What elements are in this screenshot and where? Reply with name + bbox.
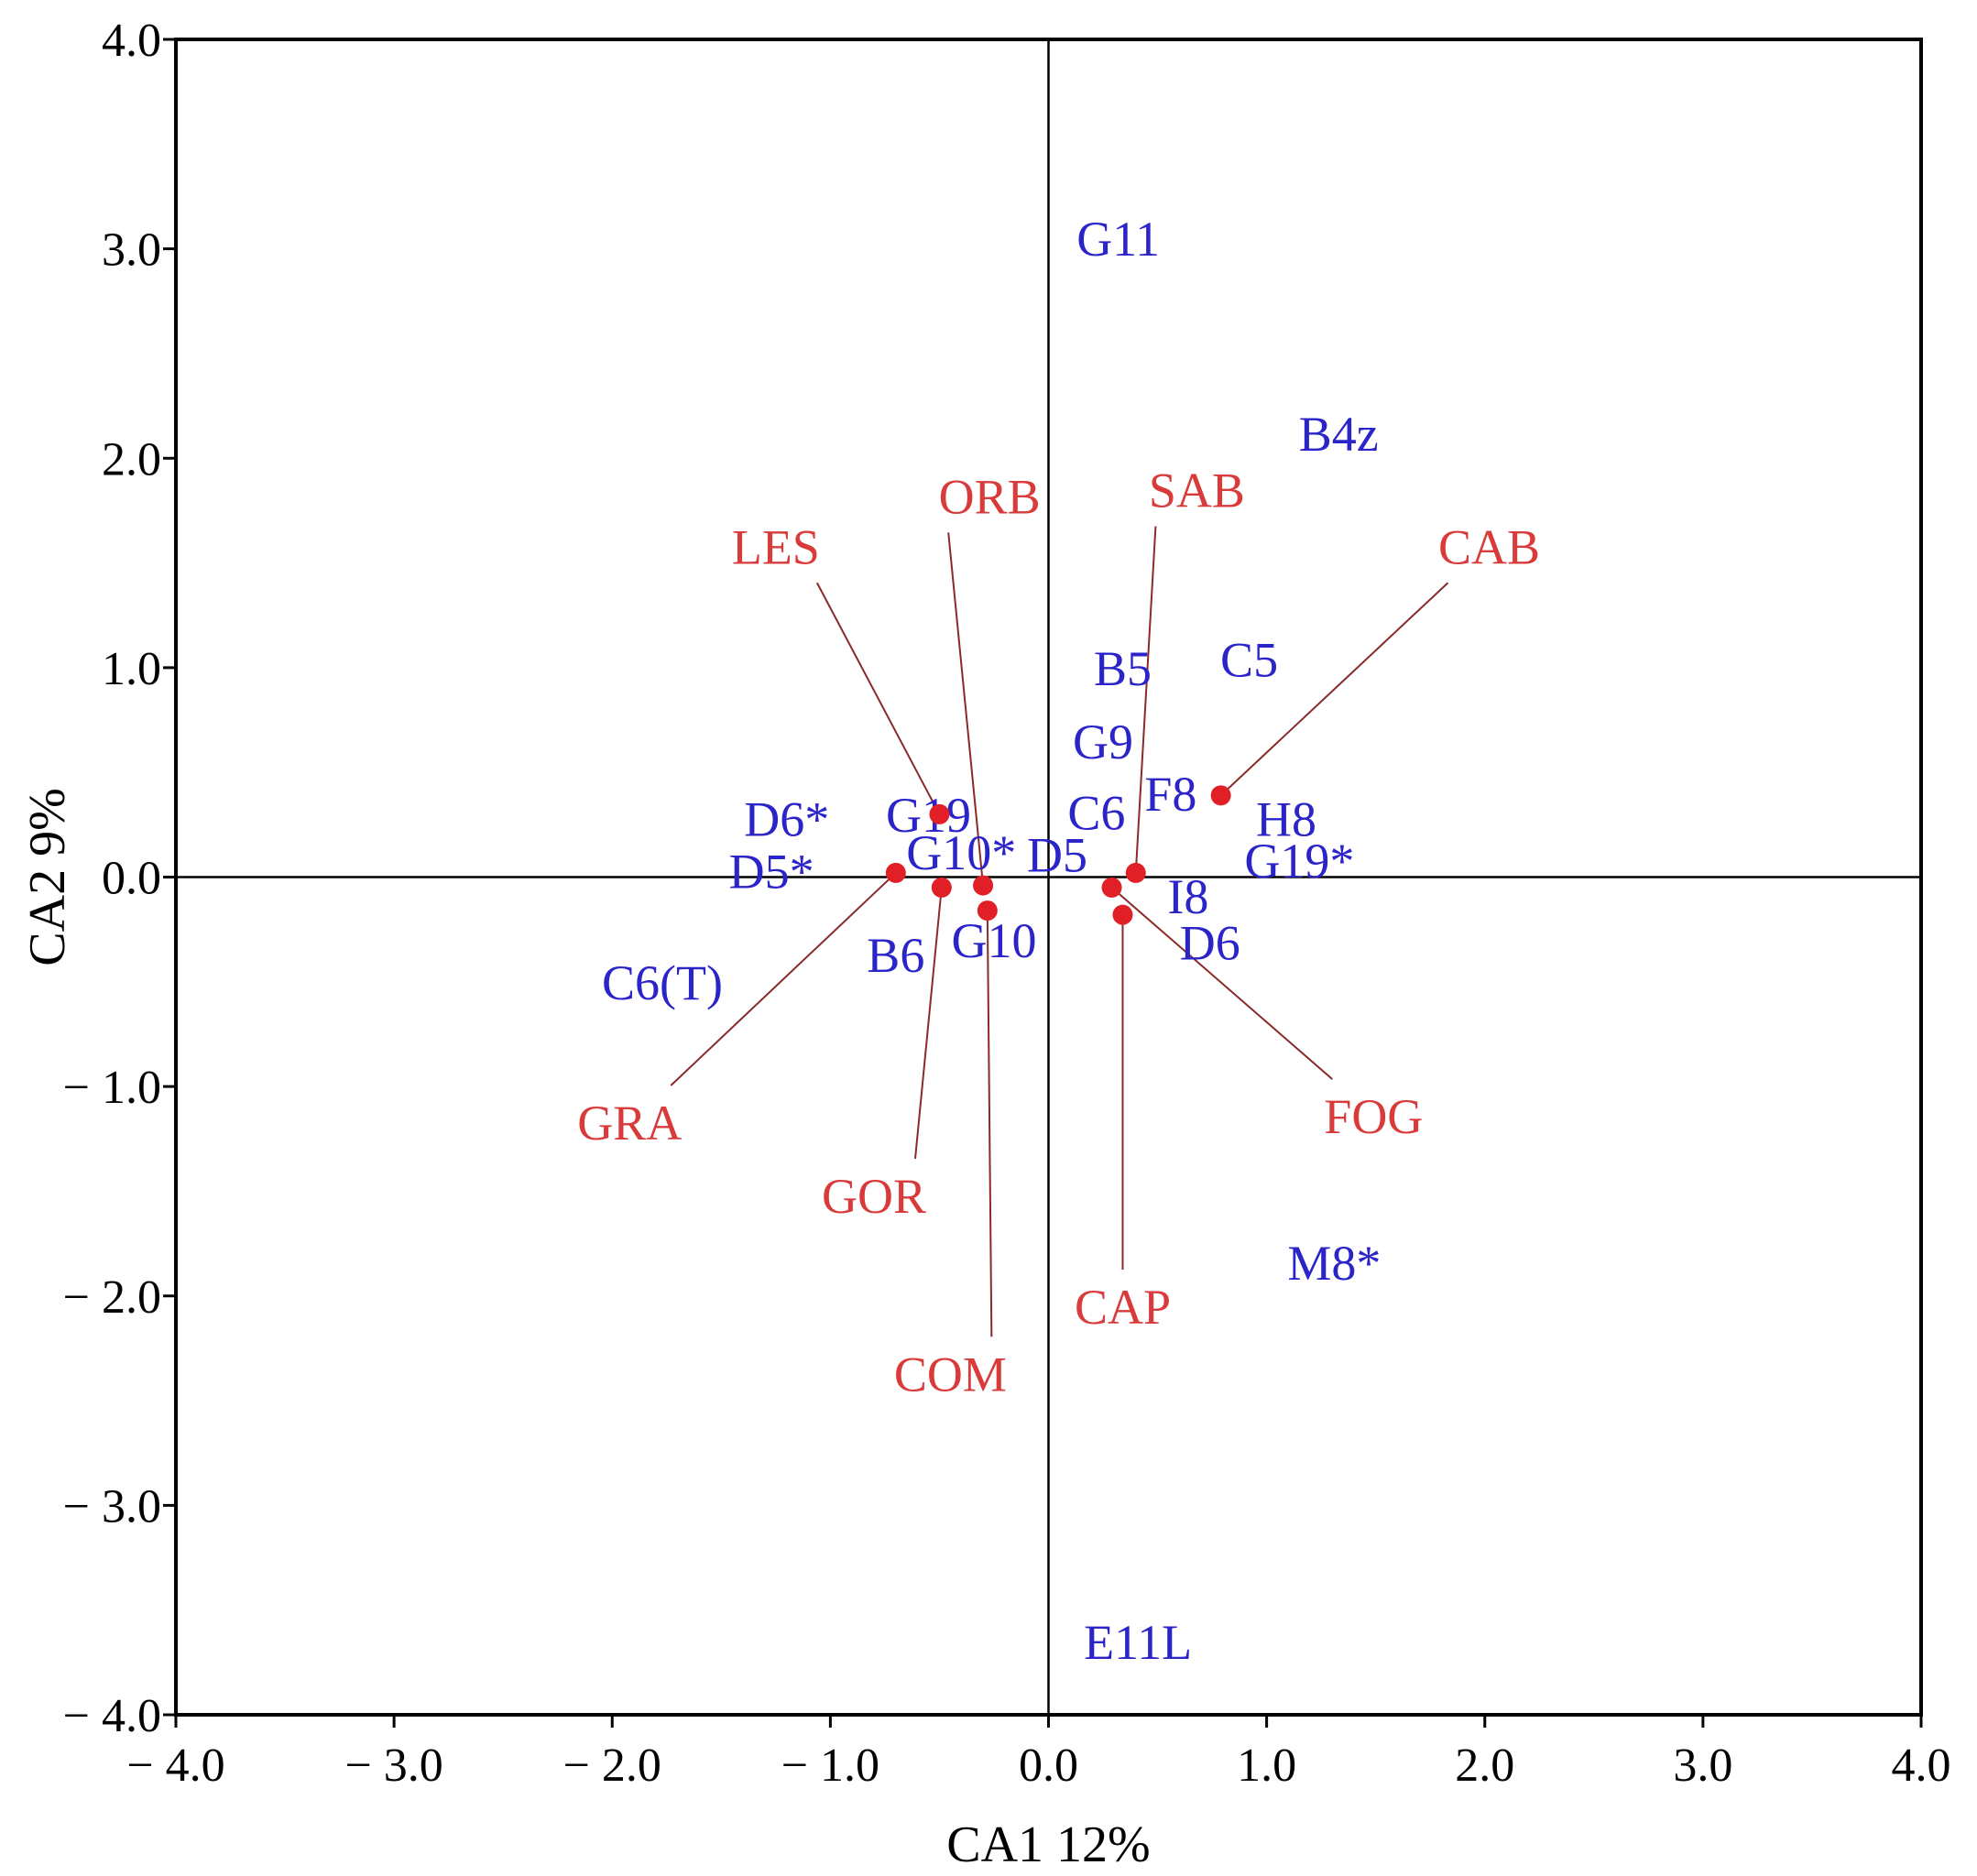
species-point: [973, 875, 994, 896]
site-label: D6*: [744, 791, 829, 846]
species-leader-line: [670, 872, 897, 1086]
species-leader-line: [914, 887, 943, 1160]
species-leader-line: [947, 532, 985, 886]
y-tick-label: − 2.0: [63, 1271, 161, 1324]
species-label: CAB: [1438, 519, 1540, 574]
species-labels: LES ORB SAB CAB GRA GOR COM CAP FOG: [577, 464, 1540, 1402]
species-label: ORB: [939, 469, 1041, 524]
species-leader-line: [815, 582, 941, 815]
site-label: G19*: [1244, 834, 1354, 889]
x-axis-title: CA1 12%: [946, 1816, 1150, 1873]
y-tick-label: 3.0: [102, 224, 161, 277]
y-axis-ticks: − 4.0 − 3.0 − 2.0 − 1.0 0.0 1.0 2.0 3.0 4.0: [63, 15, 176, 1742]
site-label: H8: [1256, 791, 1316, 846]
species-point: [929, 803, 950, 824]
site-label: B6: [867, 928, 924, 983]
x-tick-label: 3.0: [1673, 1740, 1732, 1792]
site-label: D5*: [729, 845, 814, 900]
species-leader-line: [1110, 887, 1333, 1080]
species-label: COM: [894, 1347, 1007, 1402]
x-tick-label: 1.0: [1237, 1740, 1296, 1792]
species-points: [885, 785, 1231, 925]
site-label: C5: [1220, 633, 1278, 688]
site-label: D5: [1027, 827, 1087, 882]
species-leader-line: [1134, 526, 1157, 873]
x-tick-label: − 4.0: [126, 1740, 224, 1792]
species-leader-lines: [670, 526, 1449, 1337]
y-tick-label: 4.0: [102, 15, 161, 67]
species-point: [931, 877, 952, 898]
site-label: G11: [1076, 212, 1160, 267]
site-label: B5: [1094, 641, 1152, 696]
y-tick-label: − 3.0: [63, 1480, 161, 1532]
y-tick-label: − 4.0: [63, 1690, 161, 1742]
species-label: GRA: [577, 1096, 682, 1151]
species-label: CAP: [1075, 1280, 1171, 1335]
species-label: SAB: [1149, 464, 1245, 518]
x-axis-ticks: − 4.0 − 3.0 − 2.0 − 1.0 0.0 1.0 2.0 3.0 4.0: [126, 1715, 1951, 1792]
x-tick-label: 0.0: [1019, 1740, 1078, 1792]
x-tick-label: − 2.0: [563, 1740, 661, 1792]
species-leader-line: [1219, 582, 1449, 797]
species-label: FOG: [1324, 1089, 1423, 1144]
site-label: M8*: [1287, 1236, 1381, 1291]
y-tick-label: 0.0: [102, 853, 161, 905]
species-point: [1125, 862, 1146, 883]
species-point: [1112, 904, 1133, 925]
site-label: E11L: [1084, 1615, 1192, 1670]
species-label: LES: [732, 519, 820, 574]
x-tick-label: − 1.0: [781, 1740, 879, 1792]
species-leader-line: [986, 911, 993, 1337]
site-label: G19: [886, 788, 971, 843]
site-label: B4z: [1299, 407, 1379, 462]
site-label: G10: [951, 913, 1036, 968]
site-label: C6(T): [602, 955, 723, 1010]
site-label: C6: [1067, 786, 1125, 841]
x-tick-label: − 3.0: [344, 1740, 442, 1792]
species-point: [1210, 785, 1231, 806]
species-point: [1101, 877, 1122, 898]
x-tick-label: 4.0: [1892, 1740, 1951, 1792]
site-label: F8: [1144, 767, 1196, 822]
species-point: [885, 862, 906, 883]
site-label: G10*: [906, 825, 1016, 880]
site-label: G9: [1073, 714, 1133, 769]
y-axis-title: CA2 9%: [19, 788, 76, 965]
x-tick-label: 2.0: [1455, 1740, 1514, 1792]
zero-lines: [176, 39, 1921, 1715]
y-tick-label: − 1.0: [63, 1062, 161, 1114]
site-label: D6: [1180, 915, 1240, 970]
y-tick-label: 1.0: [102, 643, 161, 695]
species-point: [977, 900, 998, 922]
site-label: I8: [1167, 869, 1208, 924]
y-tick-label: 2.0: [102, 433, 161, 485]
species-label: GOR: [822, 1169, 926, 1224]
